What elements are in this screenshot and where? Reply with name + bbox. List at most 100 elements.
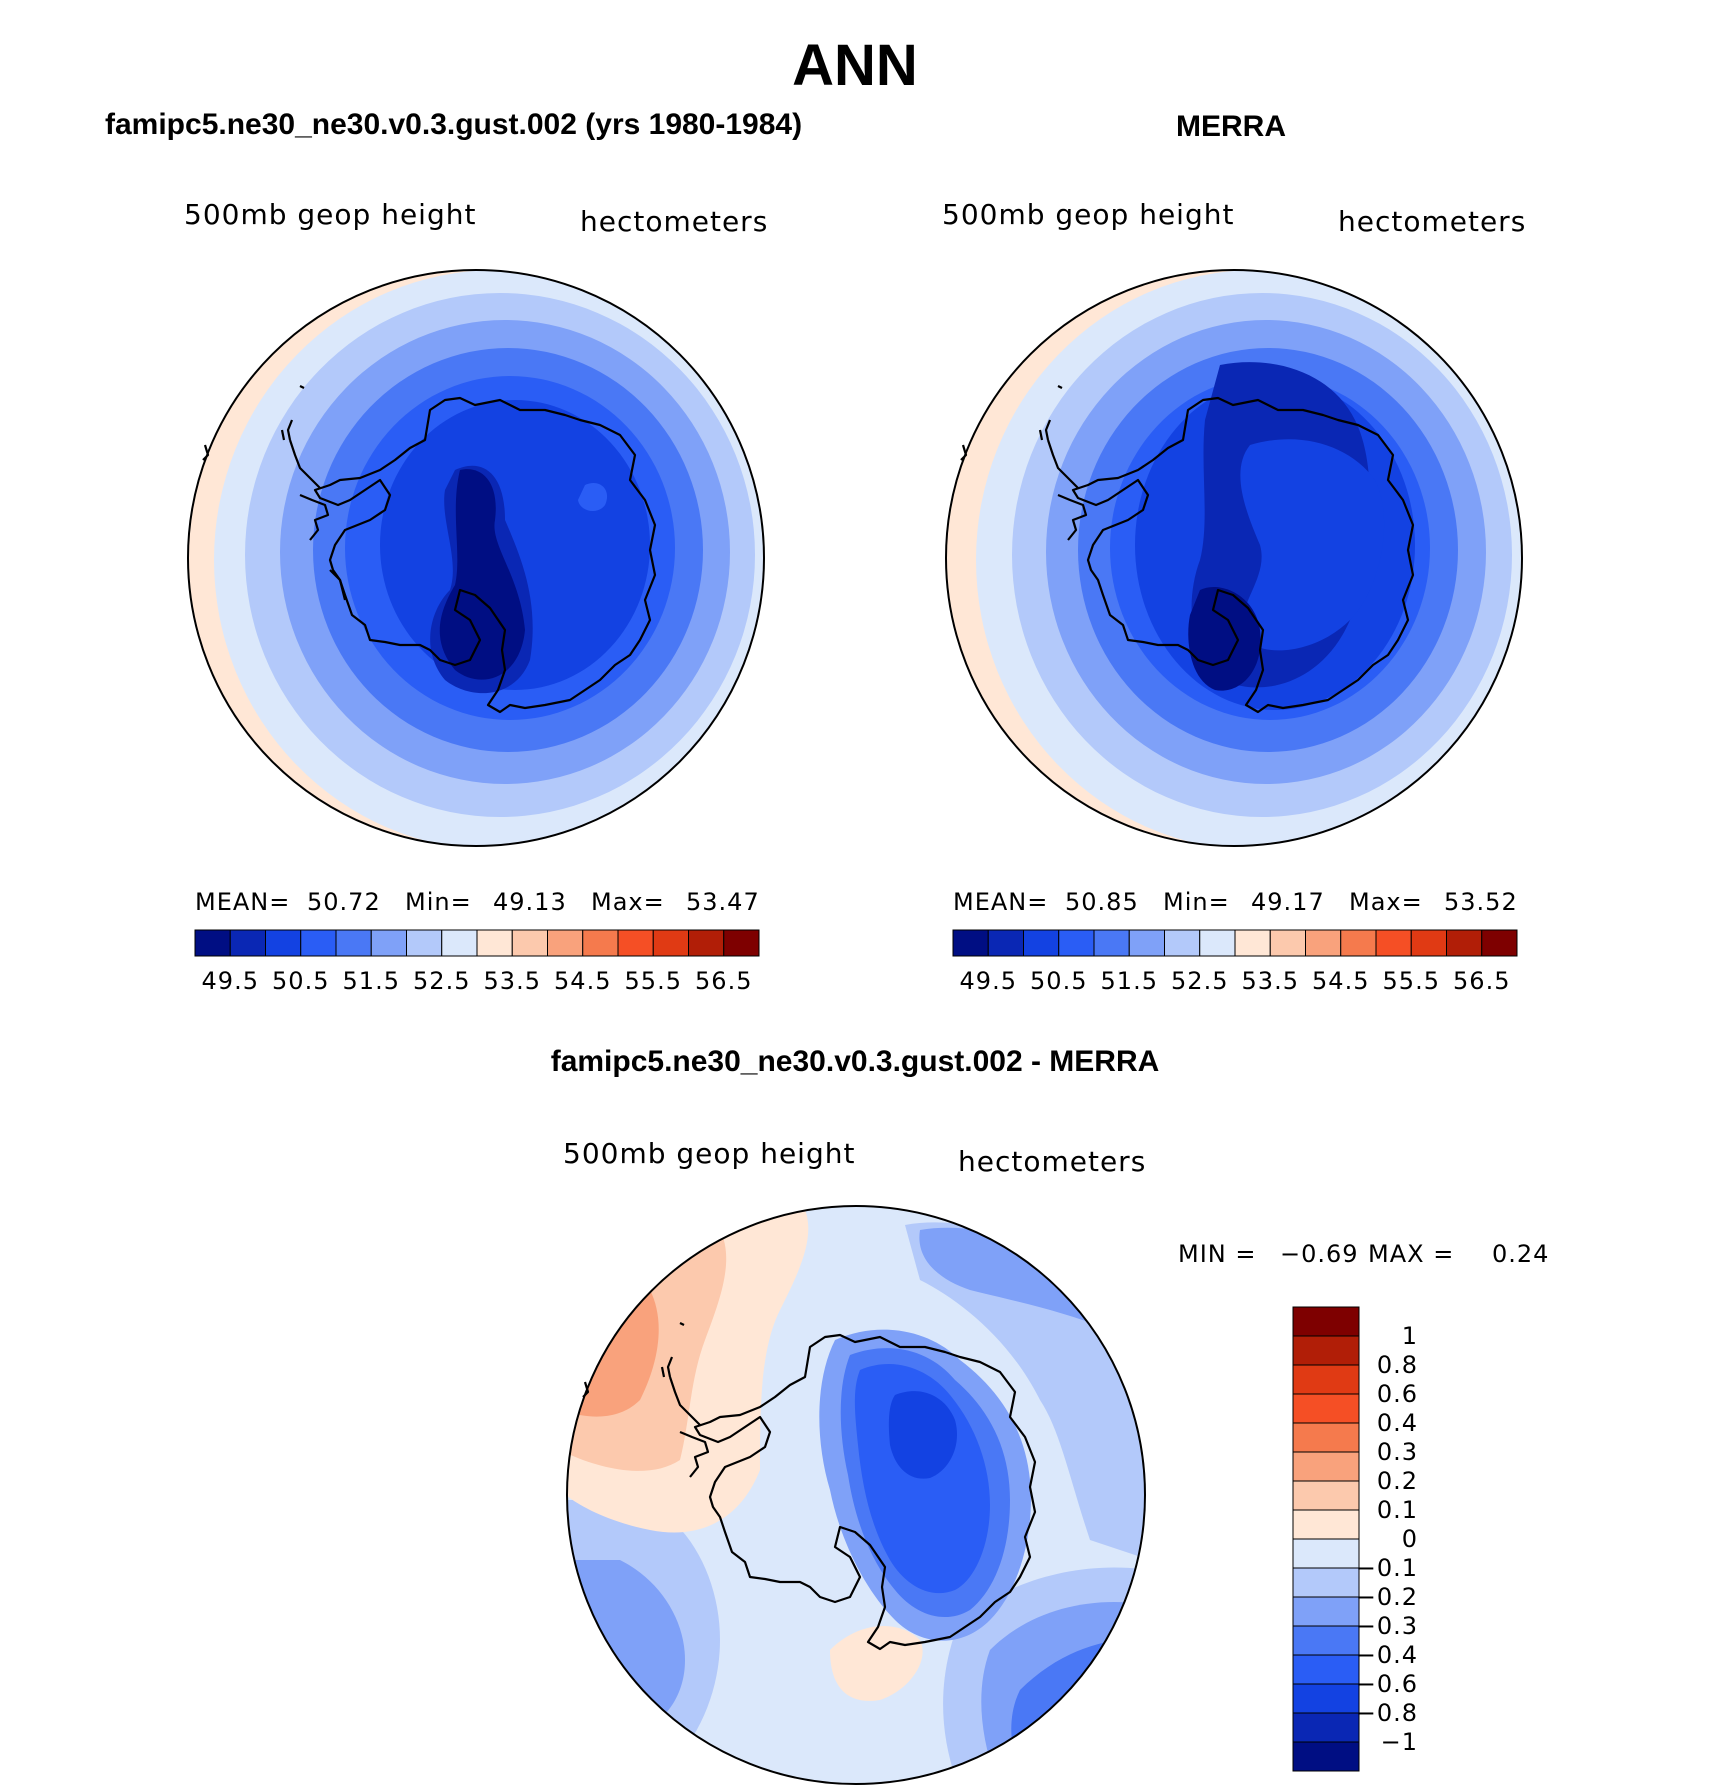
panel3-colorbar-swatch	[1292, 1683, 1360, 1714]
panel1-colorbar-swatch	[511, 929, 548, 957]
panel3-colorbar-tick: −0.2	[1355, 1583, 1418, 1611]
panel1-units-label: hectometers	[580, 205, 769, 238]
panel1-colorbar-tick: 52.5	[413, 967, 471, 995]
panel3-colorbar-swatch	[1292, 1538, 1360, 1569]
panel3-colorbar-swatch	[1292, 1567, 1360, 1598]
panel3-colorbar	[1292, 1306, 1360, 1772]
panel2-title: MERRA	[1176, 110, 1286, 143]
panel2-colorbar-swatch	[1199, 929, 1236, 957]
panel2-colorbar-swatch	[1410, 929, 1447, 957]
panel2-colorbar-swatch	[987, 929, 1024, 957]
figure-title: ANN	[792, 33, 918, 98]
panel2-map	[945, 269, 1523, 847]
panel2-mean-label: MEAN=	[953, 888, 1049, 916]
panel2-colorbar-swatch	[1375, 929, 1412, 957]
panel1-colorbar-swatch	[441, 929, 478, 957]
panel3-colorbar-tick: 0.6	[1376, 1380, 1418, 1408]
panel3-colorbar-swatch	[1292, 1451, 1360, 1482]
panel1-title: famipc5.ne30_ne30.v0.3.gust.002 (yrs 198…	[105, 108, 803, 141]
panel1-colorbar-swatch	[547, 929, 584, 957]
panel1-colorbar-swatch	[300, 929, 337, 957]
panel1-colorbar-swatch	[617, 929, 654, 957]
panel3-colorbar-tick: 0.4	[1376, 1409, 1418, 1437]
panel1-min-value: 49.13	[493, 888, 567, 916]
panel1-colorbar-swatch	[406, 929, 443, 957]
panel2-colorbar-tick: 49.5	[959, 967, 1017, 995]
panel1-colorbar-tick: 55.5	[624, 967, 682, 995]
panel1-field-label: 500mb geop height	[184, 198, 477, 231]
panel2-colorbar-swatch	[1164, 929, 1201, 957]
panel2-mean-value: 50.85	[1065, 888, 1139, 916]
panel1-colorbar-tick: 54.5	[554, 967, 612, 995]
panel3-colorbar-tick: 0	[1401, 1525, 1418, 1553]
panel3-colorbar-tick: 1	[1401, 1322, 1418, 1350]
panel3-colorbar-tick: 0.1	[1376, 1496, 1418, 1524]
panel2-colorbar-tick: 56.5	[1453, 967, 1511, 995]
panel2-colorbar-tick: 50.5	[1030, 967, 1088, 995]
panel3-colorbar-tick: −0.8	[1355, 1699, 1418, 1727]
panel1-mean-value: 50.72	[307, 888, 381, 916]
panel2-colorbar	[952, 929, 1518, 957]
panel3-map	[566, 1205, 1146, 1785]
panel1-colorbar-swatch	[370, 929, 407, 957]
panel3-colorbar-swatch	[1292, 1625, 1360, 1656]
panel3-max-value: 0.24	[1492, 1240, 1550, 1268]
panel2-colorbar-swatch	[1481, 929, 1518, 957]
panel3-colorbar-tick: 0.8	[1376, 1351, 1418, 1379]
panel1-max-label: Max=	[591, 888, 665, 916]
panel2-colorbar-tick: 54.5	[1312, 967, 1370, 995]
panel3-colorbar-tick: −0.4	[1355, 1641, 1418, 1669]
panel3-colorbar-tick: −0.3	[1355, 1612, 1418, 1640]
panel2-colorbar-swatch	[1446, 929, 1483, 957]
panel1-colorbar-tick: 56.5	[695, 967, 753, 995]
panel2-colorbar-swatch	[1023, 929, 1060, 957]
panel2-colorbar-swatch	[1234, 929, 1271, 957]
panel3-min-label: MIN =	[1178, 1240, 1257, 1268]
panel3-colorbar-tick: 0.3	[1376, 1438, 1418, 1466]
panel2-min-value: 49.17	[1251, 888, 1325, 916]
panel1-colorbar-swatch	[582, 929, 619, 957]
panel2-min-label: Min=	[1163, 888, 1230, 916]
panel3-colorbar-swatch	[1292, 1654, 1360, 1685]
panel3-colorbar-tick: −0.1	[1355, 1554, 1418, 1582]
panel1-mean-label: MEAN=	[195, 888, 291, 916]
panel3-max-label: MAX =	[1368, 1240, 1455, 1268]
panel1-colorbar-tick: 53.5	[483, 967, 541, 995]
panel1-colorbar-swatch	[652, 929, 689, 957]
panel3-colorbar-swatch	[1292, 1712, 1360, 1743]
panel3-colorbar-tick: 0.2	[1376, 1467, 1418, 1495]
panel1-colorbar-swatch	[194, 929, 231, 957]
panel1-colorbar-tick: 50.5	[272, 967, 330, 995]
panel3-units-label: hectometers	[958, 1145, 1147, 1178]
panel3-colorbar-swatch	[1292, 1509, 1360, 1540]
panel1-colorbar-swatch	[476, 929, 513, 957]
panel1-min-label: Min=	[405, 888, 472, 916]
panel1-colorbar-swatch	[265, 929, 302, 957]
panel3-colorbar-tick: −1	[1380, 1728, 1418, 1756]
panel3-colorbar-swatch	[1292, 1480, 1360, 1511]
panel2-colorbar-tick: 53.5	[1241, 967, 1299, 995]
panel2-colorbar-tick: 55.5	[1382, 967, 1440, 995]
panel3-field-label: 500mb geop height	[563, 1137, 856, 1170]
panel1-colorbar-swatch	[723, 929, 760, 957]
panel3-title: famipc5.ne30_ne30.v0.3.gust.002 - MERRA	[550, 1045, 1160, 1078]
panel2-units-label: hectometers	[1338, 205, 1527, 238]
panel2-colorbar-swatch	[1058, 929, 1095, 957]
panel2-colorbar-tick: 51.5	[1100, 967, 1158, 995]
panel2-max-value: 53.52	[1444, 888, 1518, 916]
panel1-map	[187, 269, 765, 847]
panel1-colorbar-swatch	[229, 929, 266, 957]
panel2-colorbar-swatch	[1093, 929, 1130, 957]
panel2-colorbar-swatch	[1128, 929, 1165, 957]
panel2-colorbar-swatch	[952, 929, 989, 957]
panel1-colorbar-swatch	[688, 929, 725, 957]
panel2-colorbar-swatch	[1269, 929, 1306, 957]
panel1-max-value: 53.47	[686, 888, 760, 916]
panel2-colorbar-swatch	[1305, 929, 1342, 957]
panel3-colorbar-swatch	[1292, 1741, 1360, 1772]
panel3-min-value: −0.69	[1280, 1240, 1359, 1268]
panel3-colorbar-tick: −0.6	[1355, 1670, 1418, 1698]
panel2-field-label: 500mb geop height	[942, 198, 1235, 231]
panel3-colorbar-swatch	[1292, 1364, 1360, 1395]
